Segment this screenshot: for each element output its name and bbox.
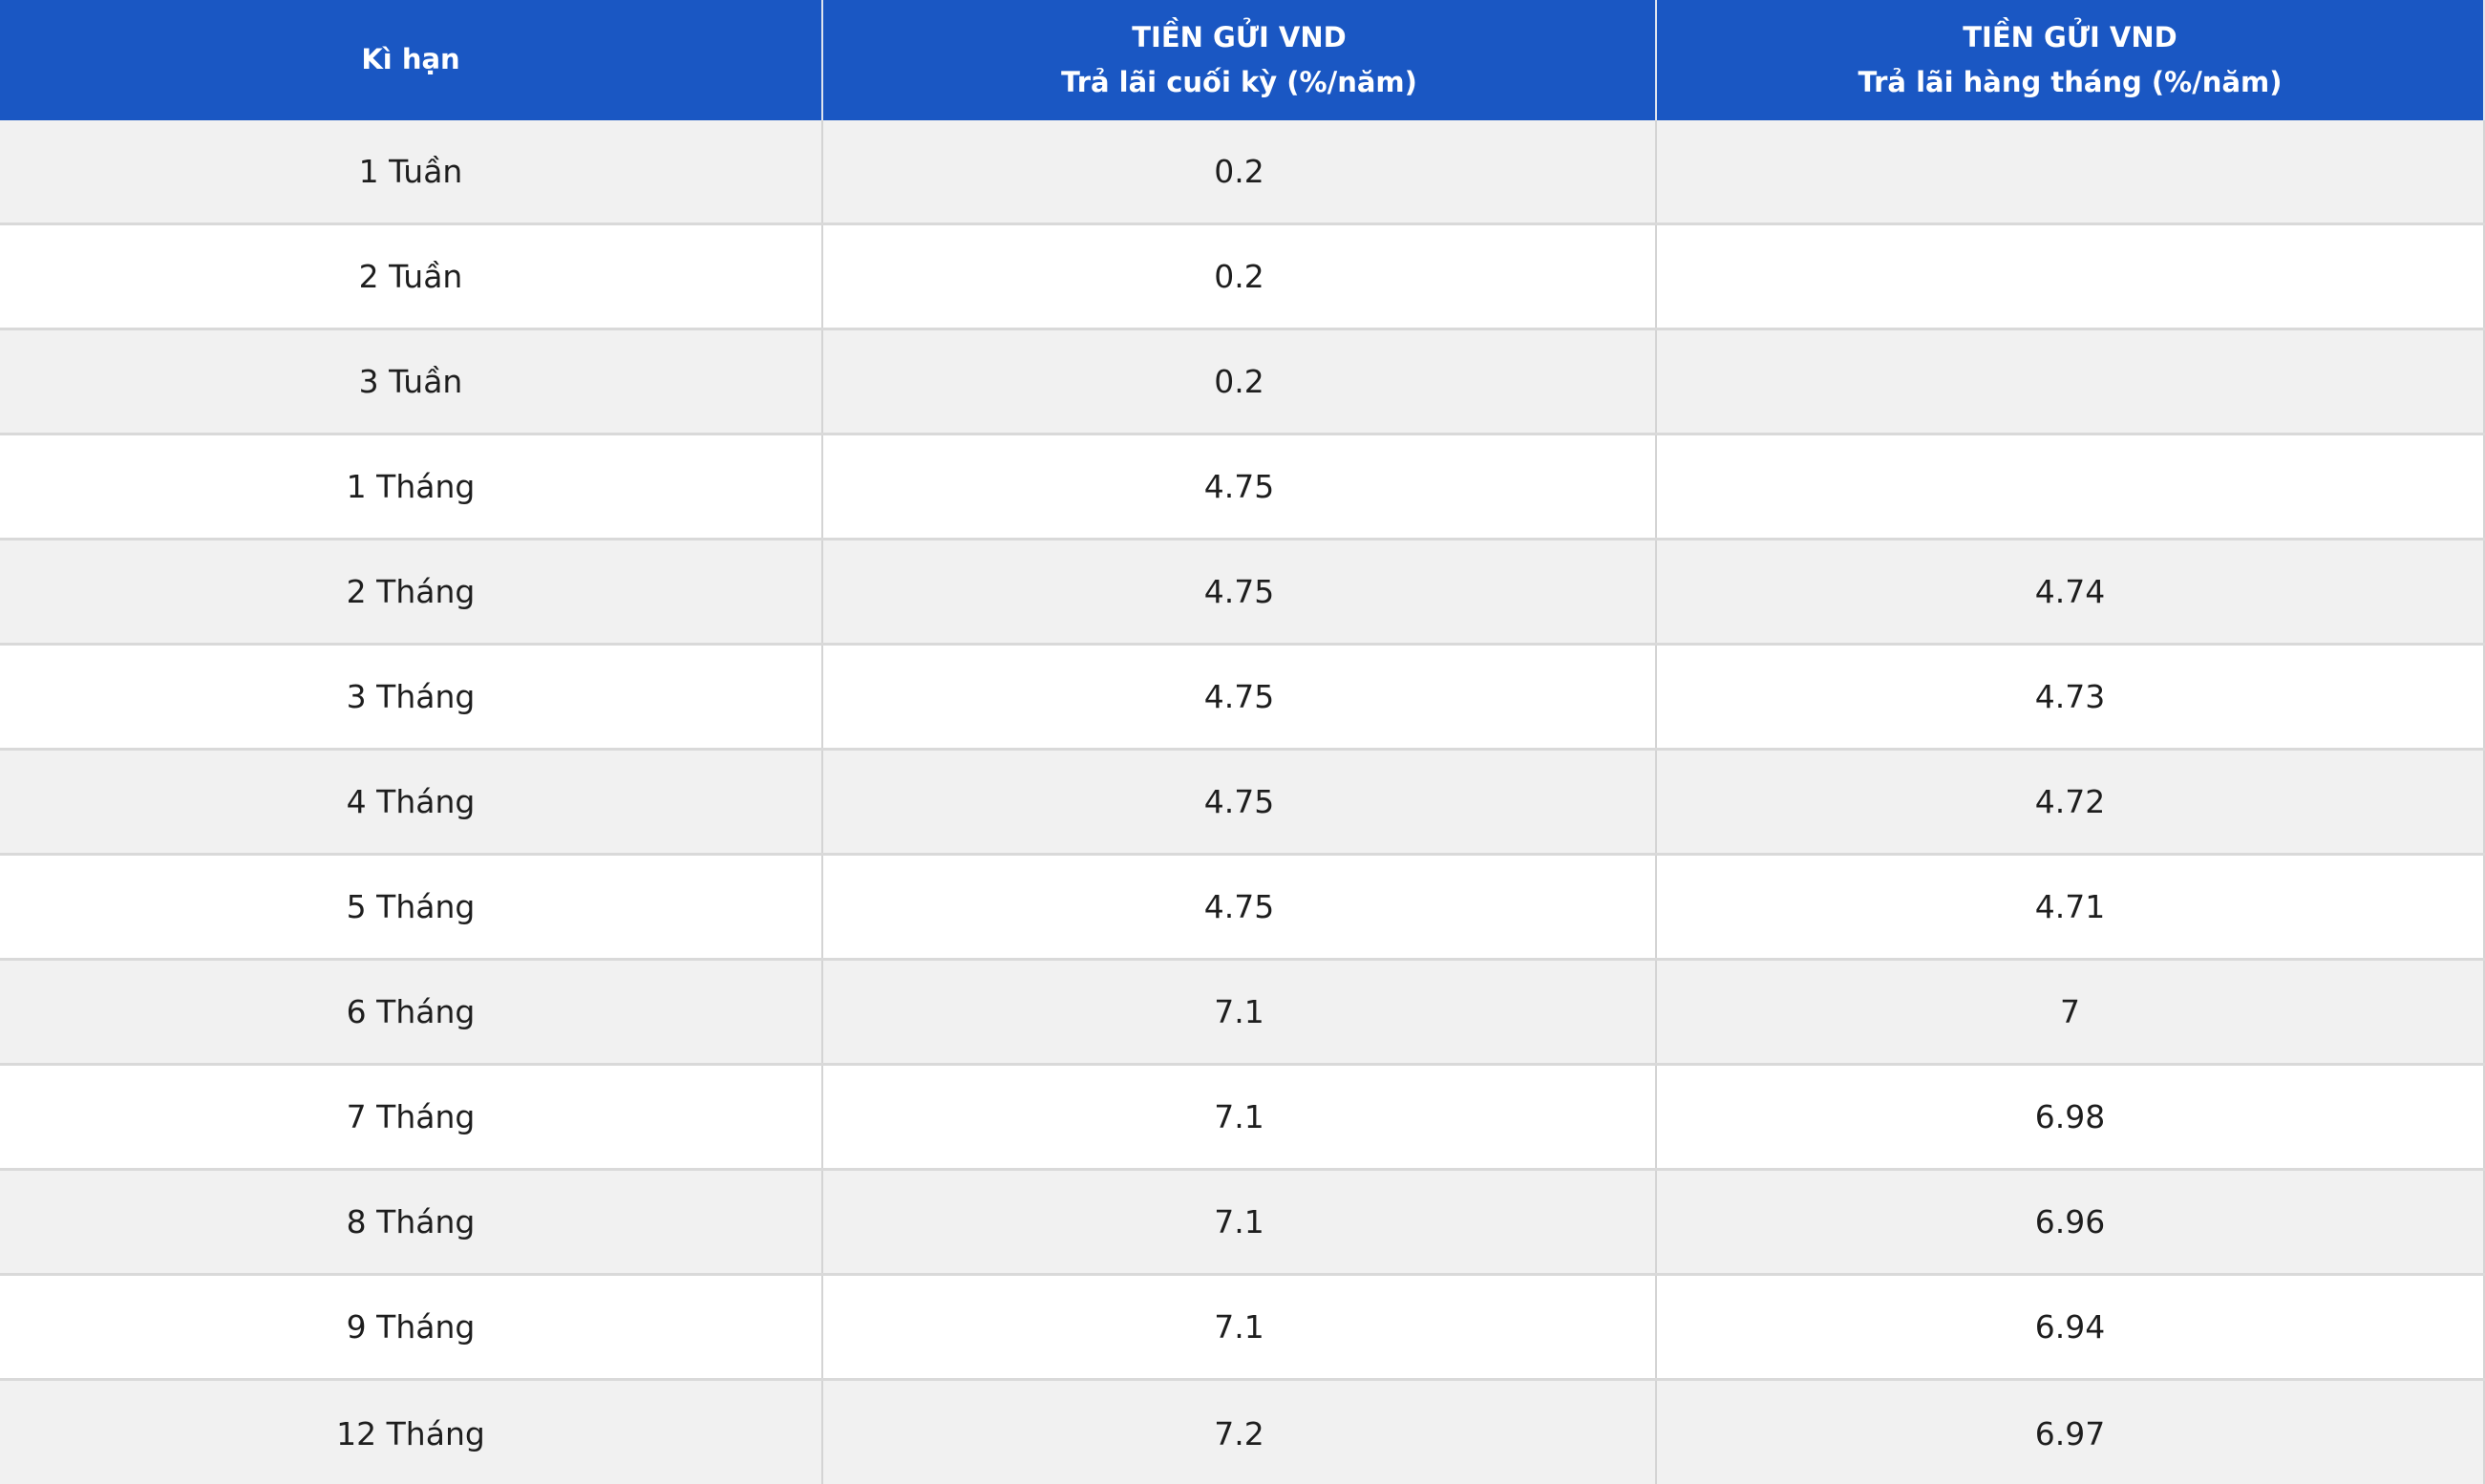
table-row: 9 Tháng 7.1 6.94 <box>0 1276 2485 1381</box>
table-row: 2 Tuần 0.2 <box>0 225 2485 330</box>
header-end-of-term-line1: TIỀN GỬI VND <box>1132 20 1347 53</box>
cell-monthly-rate <box>1655 435 2485 538</box>
table-row: 4 Tháng 4.75 4.72 <box>0 751 2485 856</box>
cell-monthly-rate: 6.98 <box>1655 1066 2485 1168</box>
cell-end-of-term-rate: 4.75 <box>821 856 1655 958</box>
table-row: 1 Tháng 4.75 <box>0 435 2485 541</box>
cell-end-of-term-rate: 7.2 <box>821 1381 1655 1484</box>
cell-end-of-term-rate: 0.2 <box>821 330 1655 433</box>
cell-term: 4 Tháng <box>346 783 476 820</box>
cell-term: 3 Tháng <box>346 678 476 715</box>
cell-monthly-rate <box>1655 330 2485 433</box>
table-row: 3 Tuần 0.2 <box>0 330 2485 435</box>
cell-end-of-term-rate: 0.2 <box>821 120 1655 223</box>
cell-monthly-rate <box>1655 225 2485 328</box>
header-term-label: Kì hạn <box>361 43 460 76</box>
header-monthly-line1: TIỀN GỬI VND <box>1963 20 2177 53</box>
cell-monthly-rate: 6.96 <box>1655 1171 2485 1273</box>
cell-term: 1 Tháng <box>346 468 476 505</box>
cell-end-of-term-rate: 7.1 <box>821 1171 1655 1273</box>
cell-end-of-term-rate: 7.1 <box>821 961 1655 1063</box>
header-monthly-line2: Trả lãi hàng tháng (%/năm) <box>1858 66 2283 98</box>
cell-monthly-rate: 4.74 <box>1655 541 2485 643</box>
cell-term: 6 Tháng <box>346 993 476 1030</box>
table-row: 3 Tháng 4.75 4.73 <box>0 646 2485 751</box>
cell-end-of-term-rate: 4.75 <box>821 646 1655 748</box>
cell-monthly-rate: 4.72 <box>1655 751 2485 853</box>
cell-monthly-rate: 7 <box>1655 961 2485 1063</box>
table-row: 1 Tuần 0.2 <box>0 120 2485 225</box>
header-end-of-term-line2: Trả lãi cuối kỳ (%/năm) <box>1061 66 1417 98</box>
cell-term: 5 Tháng <box>346 888 476 925</box>
cell-end-of-term-rate: 0.2 <box>821 225 1655 328</box>
cell-end-of-term-rate: 4.75 <box>821 751 1655 853</box>
table-body: 1 Tuần 0.2 2 Tuần 0.2 3 Tuần 0.2 1 Tháng… <box>0 120 2485 1484</box>
table-header: Kì hạn TIỀN GỬI VND Trả lãi cuối kỳ (%/n… <box>0 0 2485 120</box>
cell-term: 2 Tháng <box>346 573 476 610</box>
cell-term: 9 Tháng <box>346 1308 476 1346</box>
header-cell-monthly: TIỀN GỬI VND Trả lãi hàng tháng (%/năm) <box>1655 0 2485 120</box>
table-row: 8 Tháng 7.1 6.96 <box>0 1171 2485 1276</box>
header-cell-term: Kì hạn <box>0 0 821 120</box>
table-row: 5 Tháng 4.75 4.71 <box>0 856 2485 961</box>
cell-term: 2 Tuần <box>358 258 463 295</box>
cell-term: 1 Tuần <box>358 153 463 190</box>
cell-monthly-rate: 4.71 <box>1655 856 2485 958</box>
cell-monthly-rate <box>1655 120 2485 223</box>
table-row: 7 Tháng 7.1 6.98 <box>0 1066 2485 1171</box>
cell-term: 7 Tháng <box>346 1098 476 1135</box>
cell-term: 12 Tháng <box>336 1414 485 1452</box>
table-row: 12 Tháng 7.2 6.97 <box>0 1381 2485 1484</box>
cell-term: 3 Tuần <box>358 363 463 400</box>
cell-monthly-rate: 6.97 <box>1655 1381 2485 1484</box>
cell-end-of-term-rate: 7.1 <box>821 1276 1655 1378</box>
cell-monthly-rate: 4.73 <box>1655 646 2485 748</box>
cell-end-of-term-rate: 4.75 <box>821 541 1655 643</box>
cell-end-of-term-rate: 4.75 <box>821 435 1655 538</box>
cell-term: 8 Tháng <box>346 1203 476 1240</box>
table-row: 2 Tháng 4.75 4.74 <box>0 541 2485 646</box>
header-cell-end-of-term: TIỀN GỬI VND Trả lãi cuối kỳ (%/năm) <box>821 0 1655 120</box>
cell-end-of-term-rate: 7.1 <box>821 1066 1655 1168</box>
cell-monthly-rate: 6.94 <box>1655 1276 2485 1378</box>
table-row: 6 Tháng 7.1 7 <box>0 961 2485 1066</box>
